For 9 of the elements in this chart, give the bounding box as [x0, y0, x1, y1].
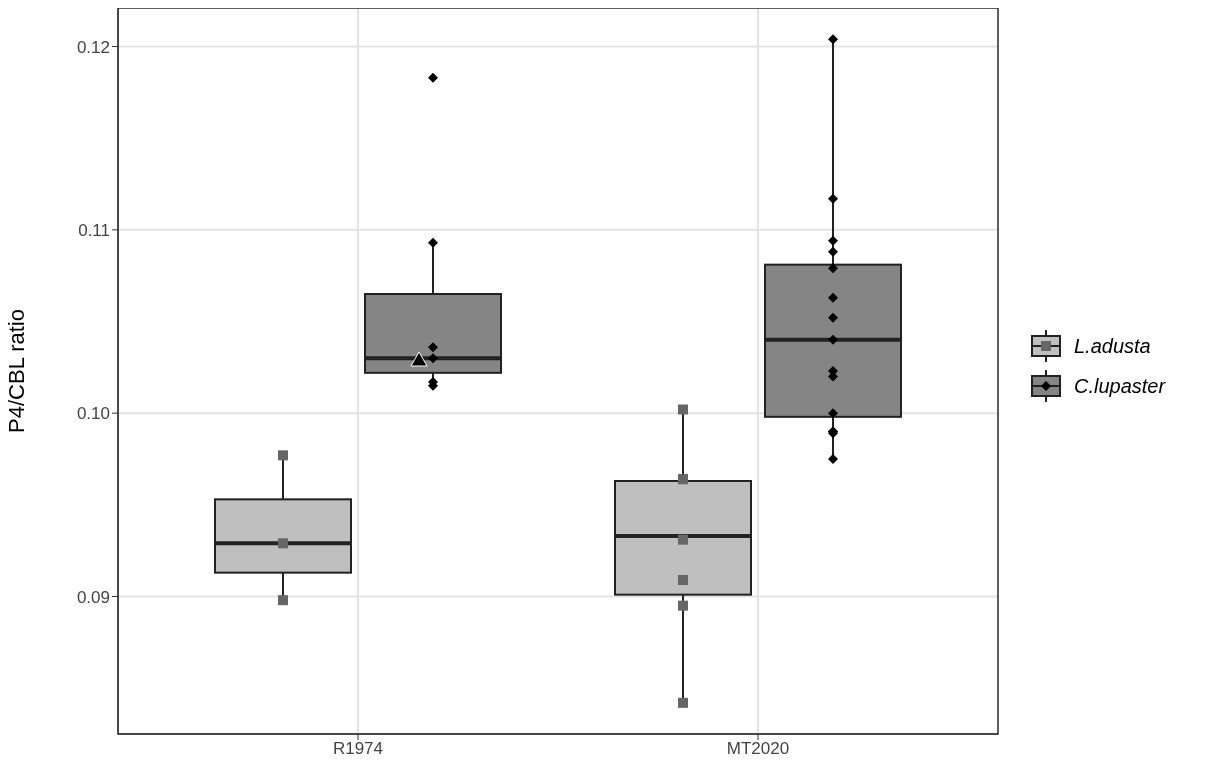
- y-tick-label: 0.09: [76, 587, 110, 607]
- y-tick-label: 0.10: [76, 404, 110, 424]
- y-axis-title: P4/CBL ratio: [3, 309, 29, 433]
- y-tick-label: 0.12: [76, 37, 110, 57]
- x-tick-label: MT2020: [726, 739, 790, 759]
- x-tick-label: R1974: [332, 739, 384, 759]
- y-tick-label: 0.11: [78, 220, 110, 240]
- legend-label: C.lupaster: [1074, 374, 1166, 398]
- legend-label: L.adusta: [1074, 334, 1151, 358]
